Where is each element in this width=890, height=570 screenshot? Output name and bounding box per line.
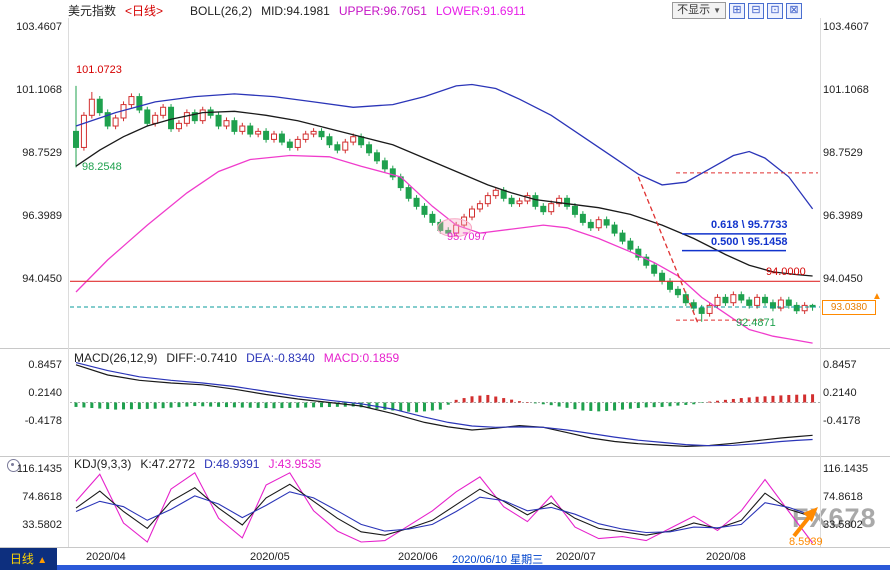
date-tick: 2020/07 <box>556 551 596 563</box>
high-price-label: 101.0723 <box>76 64 122 76</box>
early-low-price-label: 98.2548 <box>82 161 122 173</box>
main-axis-left-tick: 103.4607 <box>16 21 62 33</box>
macd-axis-right-tick: 0.2140 <box>823 387 857 399</box>
scroll-up-icon[interactable]: ▲ <box>872 291 882 302</box>
main-axis-left-tick: 101.1068 <box>16 84 62 96</box>
macd-indicator-label: MACD(26,12,9) <box>74 351 158 365</box>
fib-0500-label: 0.500 \ 95.1458 <box>711 236 788 248</box>
main-axis-left-tick: 96.3989 <box>22 210 62 222</box>
layout-grid-icon[interactable]: ⊞ <box>729 2 745 19</box>
time-axis-bar: 日线 ▲ 2020/04 2020/05 2020/06 2020/06/10 … <box>0 548 890 570</box>
macd-axis-left-tick: 0.8457 <box>28 359 62 371</box>
display-toggle-label: 不显示 <box>677 4 711 16</box>
display-toggle-dropdown[interactable]: 不显示 ▼ <box>672 2 726 19</box>
macd-axis-right-tick: -0.4178 <box>823 415 861 427</box>
main-axis-left-tick: 98.7529 <box>22 147 62 159</box>
chart-toolbar: 不显示 ▼ ⊞ ⊟ ⊡ ⊠ <box>672 2 802 19</box>
selected-date-label: 2020/06/10 星期三 <box>452 554 544 566</box>
kdj-axis-left-tick: 116.1435 <box>16 463 62 475</box>
period-tag: <日线> <box>125 4 164 18</box>
boll-upper-value: UPPER:96.7051 <box>338 3 427 18</box>
kdj-k-value: K:47.2772 <box>140 457 196 471</box>
main-axis-left-tick: 94.0450 <box>22 273 62 285</box>
kdj-indicator-label: KDJ(9,3,3) <box>74 457 132 471</box>
period-tab-label: 日线 <box>9 552 34 566</box>
macd-axis-left-tick: -0.4178 <box>24 415 62 427</box>
boll-lower-value: LOWER:91.6911 <box>435 3 526 18</box>
symbol-name: 美元指数 <box>68 4 117 18</box>
main-axis-right-tick: 101.1068 <box>823 84 869 96</box>
layout-minus-icon[interactable]: ⊟ <box>748 2 764 19</box>
kdj-j-value: J:43.9535 <box>268 457 322 471</box>
chevron-down-icon: ▼ <box>713 6 721 15</box>
boll-indicator-label: BOLL(26,2) <box>190 3 253 18</box>
august-low-price-label: 92.4871 <box>736 317 776 329</box>
main-axis-right-tick: 98.7529 <box>823 147 863 159</box>
main-chart-header: 美元指数 <日线> BOLL(26,2) MID:94.1981 UPPER:9… <box>68 2 526 19</box>
date-tick: 2020/04 <box>86 551 126 563</box>
macd-header: MACD(26,12,9) DIFF:-0.7410 DEA:-0.8340 M… <box>74 351 399 365</box>
macd-dea-value: DEA:-0.8340 <box>246 351 315 365</box>
macd-axis-right-tick: 0.8457 <box>823 359 857 371</box>
macd-hist-value: MACD:0.1859 <box>323 351 400 365</box>
kdj-axis-right-tick: 33.5802 <box>823 519 863 531</box>
fib-0618-label: 0.618 \ 95.7733 <box>711 219 788 231</box>
tab-arrow-icon: ▲ <box>37 555 48 566</box>
indicator-settings-icon[interactable] <box>7 459 20 472</box>
kdj-axis-left-tick: 74.8618 <box>22 491 62 503</box>
bottom-scroll-strip[interactable] <box>0 565 890 570</box>
layout-single-icon[interactable]: ⊡ <box>767 2 783 19</box>
date-tick: 2020/05 <box>250 551 290 563</box>
boll-mid-value: MID:94.1981 <box>261 3 330 18</box>
kdj-axis-left-tick: 33.5802 <box>22 519 62 531</box>
macd-diff-value: DIFF:-0.7410 <box>166 351 238 365</box>
date-tick: 2020/08 <box>706 551 746 563</box>
layout-close-icon[interactable]: ⊠ <box>786 2 802 19</box>
date-tick: 2020/06 <box>398 551 438 563</box>
last-price-marker: 93.0380 <box>822 300 876 315</box>
kdj-axis-right-tick: 116.1435 <box>823 463 869 475</box>
main-axis-right-tick: 96.3989 <box>823 210 863 222</box>
kdj-header: KDJ(9,3,3) K:47.2772 D:48.9391 J:43.9535 <box>74 457 321 471</box>
period-tab-daily[interactable]: 日线 ▲ <box>0 548 57 570</box>
macd-axis-left-tick: 0.2140 <box>28 387 62 399</box>
main-axis-right-tick: 94.0450 <box>823 273 863 285</box>
kdj-axis-right-tick: 74.8618 <box>823 491 863 503</box>
kdj-d-value: D:48.9391 <box>204 457 260 471</box>
kdj-j-last-value-label: 8.5939 <box>789 536 823 548</box>
june-low-price-label: 95.7097 <box>447 231 487 243</box>
key-level-label: 94.0000 <box>766 266 806 278</box>
main-axis-right-tick: 103.4607 <box>823 21 869 33</box>
